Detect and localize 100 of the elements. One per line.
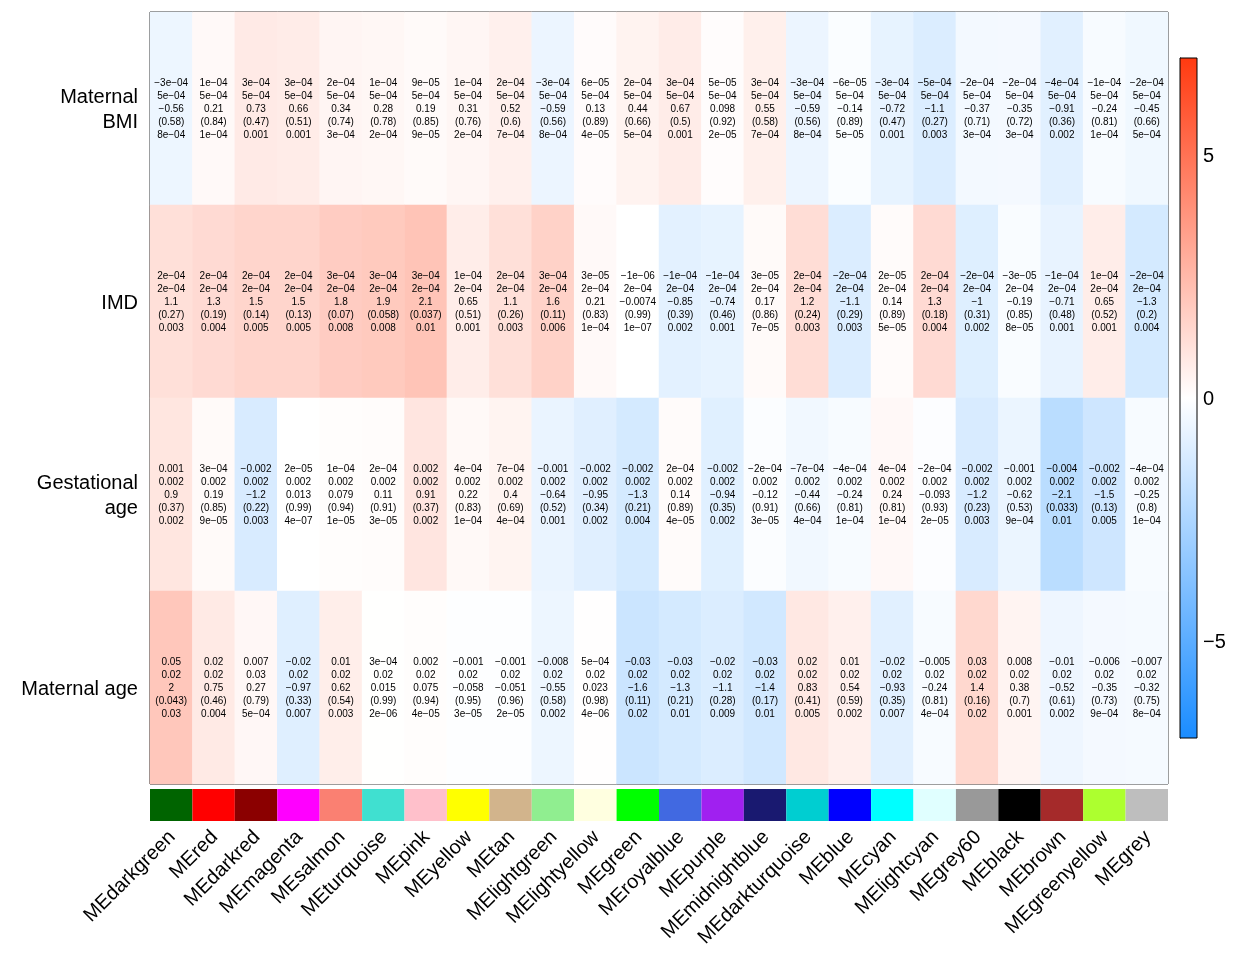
data-label: 2e−04 2e−04 1.3 (0.19) 0.004 xyxy=(199,270,229,333)
data-label: −2e−04 0.002 −0.12 (0.91) 3e−05 xyxy=(748,463,783,526)
y-tick-label: Maternal age xyxy=(21,676,138,699)
data-label: −3e−04 5e−04 −0.59 (0.56) 8e−04 xyxy=(535,77,571,140)
data-label: −0.01 0.02 −0.52 (0.61) 0.002 xyxy=(1048,656,1076,719)
data-label: 3e−04 5e−04 0.55 (0.58) 7e−04 xyxy=(750,77,780,140)
data-label: 2e−04 2e−04 1.1 (0.26) 0.003 xyxy=(496,270,526,333)
data-label: −5e−04 5e−04 −1.1 (0.27) 0.003 xyxy=(917,77,953,140)
data-label: 0.05 0.02 2 (0.043) 0.03 xyxy=(155,656,188,719)
data-label: −2e−04 0.002 −0.093 (0.93) 2e−05 xyxy=(917,463,953,526)
data-label: 2e−04 0.002 0.14 (0.89) 4e−05 xyxy=(666,463,695,526)
data-label: −2e−04 5e−04 −0.45 (0.66) 5e−04 xyxy=(1129,77,1165,140)
data-label: 3e−04 2e−04 1.8 (0.07) 0.008 xyxy=(326,270,356,333)
data-label: −3e−04 5e−04 −0.56 (0.58) 8e−04 xyxy=(154,77,189,140)
data-label: −0.002 0.002 −1.3 (0.21) 0.004 xyxy=(622,463,654,526)
data-label: −3e−04 5e−04 −0.59 (0.56) 8e−04 xyxy=(790,77,825,140)
data-label: 3e−04 2e−04 1.9 (0.058) 0.008 xyxy=(367,270,400,333)
data-label: 2e−04 5e−04 0.44 (0.66) 5e−04 xyxy=(623,77,653,140)
data-label: −0.03 0.02 −1.4 (0.17) 0.01 xyxy=(751,656,779,719)
data-label: −0.002 0.002 −0.94 (0.35) 0.002 xyxy=(707,463,739,526)
data-label: 2e−04 2e−04 1.2 (0.24) 0.003 xyxy=(793,270,822,333)
data-label: 2e−04 5e−04 0.52 (0.6) 7e−04 xyxy=(496,77,526,140)
data-label: −7e−04 0.002 −0.44 (0.66) 4e−04 xyxy=(790,463,825,526)
data-label: −3e−04 5e−04 −0.72 (0.47) 0.001 xyxy=(875,77,910,140)
data-label: 3e−04 2e−04 1.6 (0.11) 0.006 xyxy=(538,270,568,333)
data-label: 0.001 0.002 0.9 (0.37) 0.002 xyxy=(158,463,185,526)
data-label: −2e−04 2e−04 −1.3 (0.2) 0.004 xyxy=(1129,270,1165,333)
data-label: −3e−05 2e−04 −0.19 (0.85) 8e−05 xyxy=(1002,270,1037,333)
data-label: 3e−05 2e−04 0.17 (0.86) 7e−05 xyxy=(750,270,780,333)
data-label: 0.01 0.02 0.54 (0.59) 0.002 xyxy=(836,656,863,719)
data-label: 0.007 0.03 0.27 (0.79) 5e−04 xyxy=(241,656,271,719)
data-label: 0.002 0.02 0.075 (0.94) 4e−05 xyxy=(411,656,441,719)
data-label: 3e−04 0.02 0.015 (0.99) 2e−06 xyxy=(369,656,398,719)
data-label: −1e−04 2e−04 −0.85 (0.39) 0.002 xyxy=(663,270,698,333)
data-label: 6e−05 5e−04 0.13 (0.89) 4e−05 xyxy=(581,77,610,140)
data-label: −0.001 0.02 −0.051 (0.96) 2e−05 xyxy=(495,656,527,719)
data-label: 3e−04 5e−04 0.67 (0.5) 0.001 xyxy=(666,77,695,140)
data-label: 4e−04 0.002 0.22 (0.83) 1e−04 xyxy=(454,463,483,526)
data-label: 3e−04 5e−04 0.66 (0.51) 0.001 xyxy=(284,77,313,140)
data-label: 2e−04 0.002 0.11 (0.91) 3e−05 xyxy=(369,463,398,526)
data-label: −1e−06 2e−04 −0.0074 (0.99) 1e−07 xyxy=(619,270,657,333)
data-label: 3e−04 0.002 0.19 (0.85) 9e−05 xyxy=(199,463,229,526)
data-label: −4e−04 0.002 −0.25 (0.8) 1e−04 xyxy=(1129,463,1165,526)
data-label: −2e−04 2e−04 −1.1 (0.29) 0.003 xyxy=(832,270,868,333)
data-label: 1e−04 5e−04 0.21 (0.84) 1e−04 xyxy=(199,77,229,140)
data-label: −0.02 0.02 −0.93 (0.35) 0.007 xyxy=(879,656,906,719)
data-label: 2e−04 2e−04 1.3 (0.18) 0.004 xyxy=(920,270,950,333)
data-label: 1e−04 5e−04 0.28 (0.78) 2e−04 xyxy=(369,77,398,140)
data-label: 2e−05 0.002 0.013 (0.99) 4e−07 xyxy=(284,463,313,526)
data-label: 3e−04 2e−04 2.1 (0.037) 0.01 xyxy=(409,270,442,333)
data-label: −0.001 0.02 −0.058 (0.95) 3e−05 xyxy=(452,656,484,719)
data-label: −2e−04 5e−04 −0.35 (0.72) 3e−04 xyxy=(1002,77,1037,140)
data-label: 2e−04 2e−04 1.5 (0.14) 0.005 xyxy=(241,270,271,333)
data-label: 0.02 0.02 0.75 (0.46) 0.004 xyxy=(200,656,227,719)
data-label: 0.03 0.02 1.4 (0.16) 0.02 xyxy=(964,656,991,719)
data-label: −0.002 0.002 −0.95 (0.34) 0.002 xyxy=(579,463,612,526)
data-label: −6e−05 5e−04 −0.14 (0.89) 5e−05 xyxy=(832,77,868,140)
data-label: −0.007 0.02 −0.32 (0.75) 8e−04 xyxy=(1131,656,1163,719)
data-label: −1e−04 2e−04 −0.74 (0.46) 0.001 xyxy=(705,270,741,333)
data-label: −1e−04 2e−04 −0.71 (0.48) 0.001 xyxy=(1044,270,1080,333)
data-label: −0.03 0.02 −1.6 (0.11) 0.02 xyxy=(625,656,651,719)
data-label: −1e−04 5e−04 −0.24 (0.81) 1e−04 xyxy=(1087,77,1122,140)
data-label: 1e−04 2e−04 0.65 (0.52) 0.001 xyxy=(1090,270,1119,333)
data-label: −0.002 0.002 −1.5 (0.13) 0.005 xyxy=(1088,463,1121,526)
data-label: 1e−04 5e−04 0.31 (0.76) 2e−04 xyxy=(454,77,483,140)
data-label: 2e−04 2e−04 1.1 (0.27) 0.003 xyxy=(157,270,186,333)
color-bar-label: 5 xyxy=(1203,144,1215,167)
data-label: 0.01 0.02 0.62 (0.54) 0.003 xyxy=(327,656,354,719)
data-label: 2e−05 2e−04 0.14 (0.89) 5e−05 xyxy=(878,270,907,333)
color-bar-label: 0 xyxy=(1203,387,1215,409)
data-label: −0.02 0.02 −0.97 (0.33) 0.007 xyxy=(285,656,312,719)
data-label: −0.001 0.002 −0.64 (0.52) 0.001 xyxy=(537,463,569,526)
data-label: −0.004 0.002 −2.1 (0.033) 0.01 xyxy=(1046,463,1078,526)
data-label: −0.008 0.02 −0.55 (0.58) 0.002 xyxy=(537,656,569,719)
data-label: −0.02 0.02 −1.1 (0.28) 0.009 xyxy=(709,656,736,719)
data-label: −4e−04 0.002 −0.24 (0.81) 1e−04 xyxy=(832,463,868,526)
data-label: −0.03 0.02 −1.3 (0.21) 0.01 xyxy=(667,656,694,719)
data-label: −2e−04 5e−04 −0.37 (0.71) 3e−04 xyxy=(960,77,995,140)
data-label: −2e−04 2e−04 −1 (0.31) 0.002 xyxy=(960,270,995,333)
data-label: −0.001 0.002 −0.62 (0.53) 9e−04 xyxy=(1004,463,1036,526)
data-label: −0.002 0.002 −1.2 (0.22) 0.003 xyxy=(240,463,272,526)
data-label: 3e−05 2e−04 0.21 (0.83) 1e−04 xyxy=(581,270,610,333)
y-tick-label: Maternal BMI xyxy=(60,85,138,132)
data-label: 4e−04 0.002 0.24 (0.81) 1e−04 xyxy=(878,463,907,526)
data-label: 2e−04 2e−04 1.5 (0.13) 0.005 xyxy=(284,270,313,333)
data-label: 7e−04 0.002 0.4 (0.69) 4e−04 xyxy=(496,463,526,526)
data-label: 0.002 0.002 0.91 (0.37) 0.002 xyxy=(412,463,439,526)
data-label: 1e−04 2e−04 0.65 (0.51) 0.001 xyxy=(454,270,483,333)
data-label: −0.002 0.002 −1.2 (0.23) 0.003 xyxy=(961,463,993,526)
data-label: 1e−04 0.002 0.079 (0.94) 1e−05 xyxy=(326,463,356,526)
data-label: −0.005 0.02 −0.24 (0.81) 4e−04 xyxy=(919,656,951,719)
color-bar-label: −5 xyxy=(1203,629,1226,652)
data-label: 3e−04 5e−04 0.73 (0.47) 0.001 xyxy=(241,77,271,140)
y-tick-label: IMD xyxy=(101,290,138,313)
data-label: 9e−05 5e−04 0.19 (0.85) 9e−05 xyxy=(411,77,441,140)
data-label: −0.006 0.02 −0.35 (0.73) 9e−04 xyxy=(1088,656,1121,719)
y-tick-label: Gestational age xyxy=(36,471,138,518)
data-label: 0.008 0.02 0.38 (0.7) 0.001 xyxy=(1007,656,1033,719)
data-label: 5e−05 5e−04 0.098 (0.92) 2e−05 xyxy=(708,77,738,140)
data-label: 2e−04 5e−04 0.34 (0.74) 3e−04 xyxy=(326,77,356,140)
